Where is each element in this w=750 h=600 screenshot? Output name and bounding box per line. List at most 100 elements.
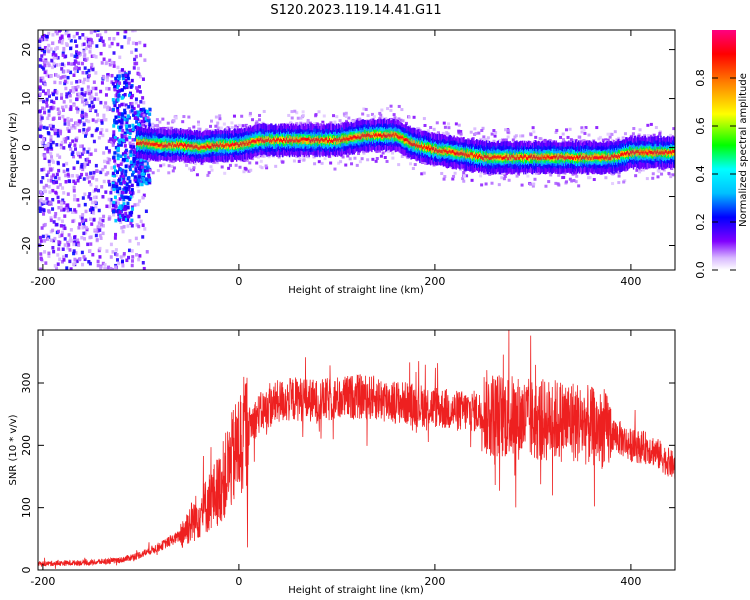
- spectrogram-cell: [51, 140, 55, 145]
- spectrogram-cell: [88, 43, 92, 48]
- spectrogram-cell: [45, 104, 49, 108]
- spectrogram-cell: [101, 223, 105, 228]
- spectrogram-cell: [95, 238, 99, 242]
- spectrogram-cell: [116, 153, 120, 157]
- spectrogram-cell: [52, 61, 56, 66]
- spectrogram-cell: [213, 144, 215, 148]
- spectrogram-cell: [317, 110, 321, 114]
- spectrogram-cell: [49, 145, 53, 149]
- spectrogram-cell: [245, 158, 249, 162]
- spectrogram-cell: [256, 138, 258, 142]
- spectrogram-cell: [45, 197, 49, 201]
- spectrogram-cell: [287, 113, 291, 117]
- spectrogram-cell: [224, 144, 226, 148]
- spectrogram-cell: [63, 237, 67, 241]
- spectrogram-cell: [128, 141, 132, 145]
- spectrogram-cell: [126, 196, 130, 200]
- spectrogram-cell: [94, 148, 98, 153]
- spectrogram-cell: [91, 252, 95, 257]
- spectrogram-cell: [139, 124, 143, 128]
- spectrogram-cell: [61, 75, 65, 79]
- spectrogram-cell: [122, 252, 126, 256]
- spectrogram-cell: [661, 167, 665, 171]
- spectrogram-cell: [166, 121, 170, 125]
- spectrogram-cell: [141, 172, 145, 177]
- spectrogram-cell: [47, 144, 51, 149]
- spectrogram-cell: [80, 216, 84, 221]
- spectrogram-heatmap: [38, 30, 675, 270]
- spectrogram-cell: [601, 171, 605, 175]
- spectrogram-cell: [50, 147, 54, 151]
- spectrogram-cell: [474, 131, 478, 135]
- spectrogram-cell: [99, 100, 103, 105]
- spectrogram-cell: [137, 224, 141, 229]
- spectrogram-cell: [63, 214, 67, 218]
- spectrogram-cell: [110, 60, 114, 65]
- spectrogram-cell: [411, 166, 415, 170]
- spectrogram-cell: [143, 169, 147, 173]
- spectrogram-cell: [82, 80, 86, 85]
- spectrogram-cell: [187, 143, 190, 147]
- spectrogram-cell: [83, 77, 87, 82]
- spectrogram-cell: [92, 195, 96, 200]
- spectrogram-cell: [82, 50, 86, 54]
- spectrogram-cell: [45, 126, 49, 130]
- spectrogram-cell: [63, 122, 67, 126]
- spectrogram-cell: [56, 253, 60, 257]
- spectrogram-cell: [62, 46, 66, 51]
- spectrogram-cell: [57, 168, 61, 173]
- spectrogram-cell: [378, 117, 382, 121]
- spectrogram-cell: [109, 190, 113, 195]
- spectrogram-cell: [301, 110, 305, 114]
- spectrogram-cell: [56, 56, 60, 60]
- spectrogram-cell: [53, 264, 57, 268]
- spectrogram-cell: [657, 169, 661, 173]
- spectrogram-cell: [159, 164, 163, 168]
- spectrogram-cell: [446, 132, 450, 136]
- spectrogram-cell: [608, 135, 612, 139]
- spectrogram-cell: [104, 117, 108, 122]
- spectrogram-cell: [133, 30, 137, 33]
- spectrogram-cell: [50, 58, 54, 63]
- spectrogram-cell: [584, 126, 588, 130]
- spectrogram-cell: [108, 62, 112, 67]
- spectrogram-cell: [265, 135, 267, 142]
- spectrogram-cell: [459, 132, 463, 136]
- spectrogram-cell: [218, 114, 222, 118]
- spectrogram-cell: [68, 142, 72, 146]
- spectrogram-cell: [62, 191, 66, 195]
- spectrogram-cell: [63, 226, 67, 231]
- spectrogram-cell: [484, 182, 488, 186]
- spectrogram-cell: [124, 217, 128, 222]
- spectrogram-cell: [83, 66, 87, 70]
- spectrogram-cell: [38, 44, 42, 48]
- spectrogram-cell: [128, 131, 132, 135]
- spectrogram-cell: [46, 88, 50, 93]
- spectrogram-cell: [643, 134, 647, 138]
- spectrogram-cell: [58, 81, 62, 85]
- spectrogram-cell: [91, 173, 95, 177]
- spectrogram-cell: [39, 198, 43, 202]
- spectrogram-cell: [166, 126, 170, 130]
- spectrogram-cell: [102, 151, 106, 155]
- spectrogram-cell: [117, 261, 121, 266]
- spectrogram-cell: [420, 172, 424, 176]
- spectrogram-cell: [87, 260, 91, 264]
- spectrogram-cell: [496, 171, 500, 175]
- spectrogram-cell: [137, 175, 141, 179]
- spectrogram-cell: [128, 91, 132, 96]
- spectrogram-cell: [243, 139, 246, 146]
- spectrogram-cell: [610, 139, 614, 143]
- spectrogram-cell: [100, 121, 104, 125]
- spectrogram-cell: [132, 145, 136, 149]
- spectrogram-cell: [99, 265, 103, 270]
- spectrogram-cell: [90, 200, 94, 205]
- spectrogram-cell: [145, 162, 149, 166]
- spectrogram-cell: [95, 44, 99, 48]
- spectrogram-cell: [183, 144, 185, 148]
- spectrogram-cell: [39, 76, 43, 81]
- spectrogram-cell: [671, 173, 675, 177]
- spectrogram-cell: [89, 152, 93, 156]
- spectrogram-cell: [555, 128, 559, 132]
- spectrogram-cell: [549, 173, 553, 177]
